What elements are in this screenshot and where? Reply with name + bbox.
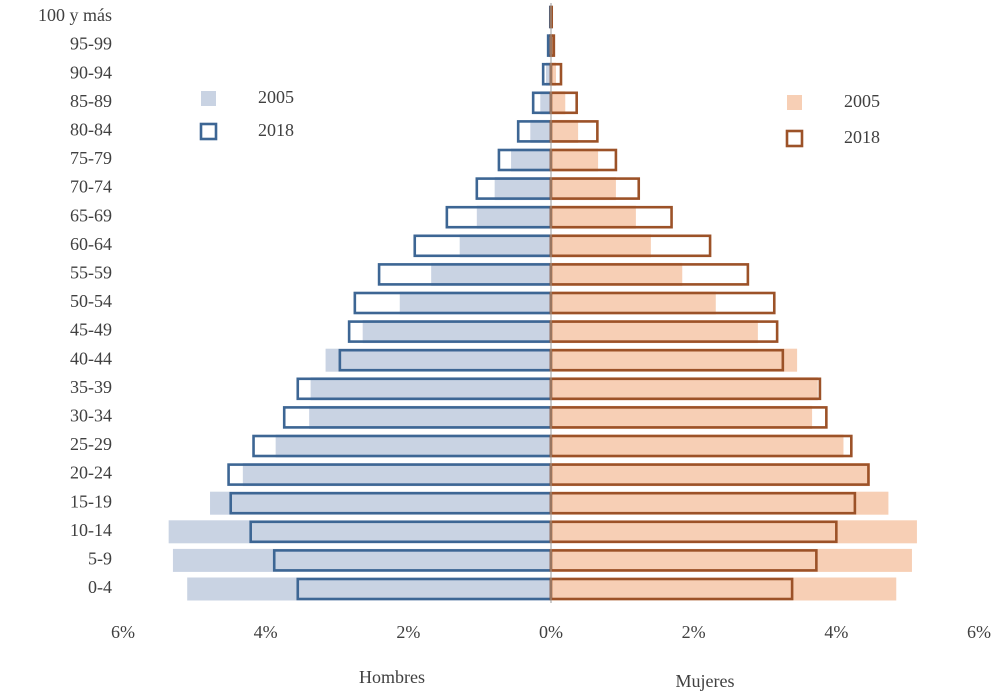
bar	[551, 320, 758, 344]
right-axis-label: Mujeres	[676, 671, 735, 691]
bar	[551, 520, 917, 544]
x-tick-label: 0%	[539, 622, 563, 642]
bar	[551, 262, 683, 286]
y-tick-label: 0-4	[88, 577, 112, 597]
bar	[551, 548, 912, 572]
y-tick-label: 60-64	[70, 234, 112, 254]
bar	[494, 177, 551, 201]
y-tick-label: 5-9	[88, 549, 112, 569]
bar	[551, 463, 870, 487]
bar	[210, 491, 551, 515]
x-tick-label: 2%	[682, 622, 706, 642]
y-tick-label: 35-39	[70, 377, 112, 397]
bar	[168, 520, 552, 544]
bar	[551, 434, 844, 458]
y-tick-label: 10-14	[70, 520, 112, 540]
y-tick-label: 80-84	[70, 120, 112, 140]
legend-swatch	[787, 95, 802, 110]
bar	[551, 577, 897, 601]
y-tick-label: 95-99	[70, 34, 112, 54]
bar	[362, 320, 551, 344]
bar	[551, 291, 716, 315]
bar	[540, 91, 551, 115]
legend-label: 2018	[258, 120, 294, 140]
y-tick-label: 70-74	[70, 177, 112, 197]
left-axis-label: Hombres	[359, 667, 425, 687]
y-tick-label: 55-59	[70, 263, 112, 283]
x-tick-label: 6%	[111, 622, 135, 642]
bar	[551, 205, 636, 229]
bar	[551, 491, 889, 515]
y-tick-label: 50-54	[70, 291, 112, 311]
y-tick-label: 75-79	[70, 148, 112, 168]
bar	[309, 405, 551, 429]
x-tick-label: 2%	[396, 622, 420, 642]
y-tick-label: 100 y más	[38, 5, 112, 25]
y-tick-label: 85-89	[70, 91, 112, 111]
bar	[431, 262, 551, 286]
bar	[399, 291, 551, 315]
bar	[551, 348, 798, 372]
bar	[551, 177, 616, 201]
bar	[551, 91, 566, 115]
x-tick-label: 4%	[824, 622, 848, 642]
y-tick-label: 30-34	[70, 406, 112, 426]
legend-swatch	[201, 91, 216, 106]
bar	[551, 62, 556, 86]
bar	[551, 405, 813, 429]
bar	[325, 348, 551, 372]
bar	[551, 377, 818, 401]
bar	[275, 434, 551, 458]
bar	[546, 62, 551, 86]
bar	[242, 463, 551, 487]
y-tick-label: 90-94	[70, 62, 112, 82]
y-tick-label: 15-19	[70, 491, 112, 511]
bar	[551, 234, 651, 258]
legend-label: 2005	[258, 87, 294, 107]
bar	[459, 234, 551, 258]
y-tick-label: 45-49	[70, 320, 112, 340]
x-tick-label: 4%	[254, 622, 278, 642]
y-tick-label: 20-24	[70, 463, 112, 483]
y-tick-label: 25-29	[70, 434, 112, 454]
legend-label: 2005	[844, 91, 880, 111]
bar	[551, 148, 599, 172]
y-tick-label: 40-44	[70, 348, 112, 368]
legend-label: 2018	[844, 127, 880, 147]
bar	[187, 577, 551, 601]
bar	[511, 148, 551, 172]
y-tick-label: 65-69	[70, 205, 112, 225]
bar	[310, 377, 551, 401]
bar	[530, 119, 551, 143]
bar	[172, 548, 551, 572]
bar	[476, 205, 551, 229]
legend-swatch	[785, 129, 804, 148]
legend-swatch	[199, 122, 218, 141]
x-tick-label: 6%	[967, 622, 991, 642]
bar	[551, 119, 579, 143]
